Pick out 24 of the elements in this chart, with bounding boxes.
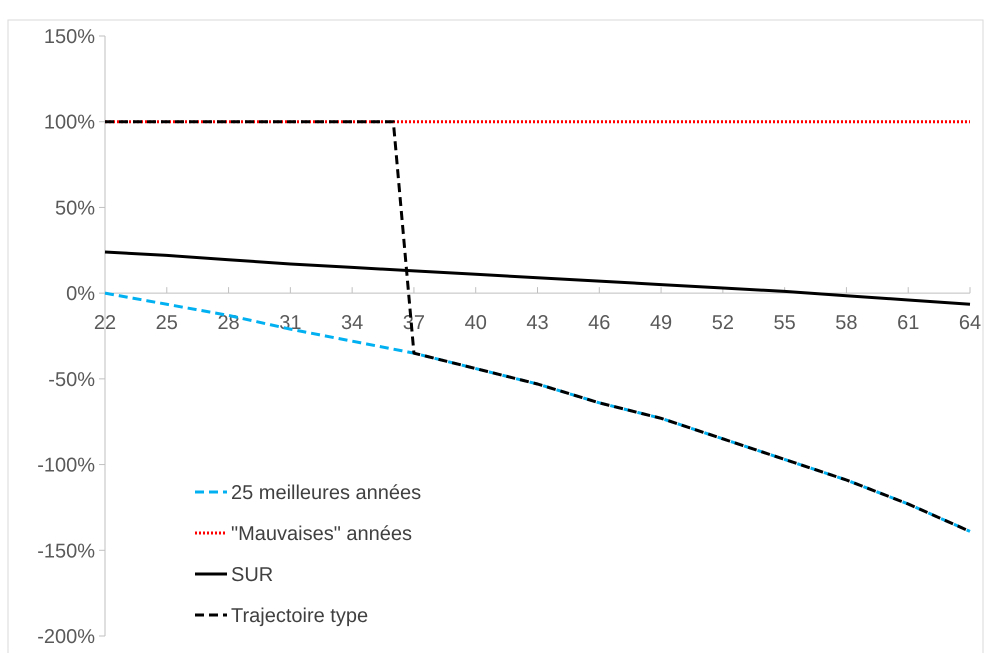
y-tick-label: -100% — [37, 454, 96, 477]
x-tick-label: 49 — [650, 312, 672, 334]
x-tick-label: 43 — [526, 312, 549, 334]
x-tick-label: 40 — [464, 312, 487, 334]
legend-label: SUR — [231, 564, 274, 586]
x-tick-label: 64 — [958, 312, 982, 334]
y-tick-label: -200% — [37, 626, 96, 648]
y-tick-label: -50% — [48, 368, 96, 391]
y-tick-label: -150% — [37, 540, 96, 562]
x-tick-label: 52 — [712, 312, 734, 334]
y-tick-label: 50% — [54, 197, 96, 220]
legend-label: 25 meilleures années — [231, 482, 422, 504]
x-tick-label: 58 — [835, 312, 858, 334]
x-tick-label: 61 — [897, 312, 920, 334]
x-tick-label: 34 — [341, 312, 364, 334]
y-tick-label: 100% — [44, 112, 96, 134]
x-tick-label: 25 — [156, 312, 178, 334]
x-tick-label: 22 — [94, 312, 116, 334]
legend-label: Trajectoire type — [231, 605, 368, 627]
y-tick-label: 0% — [66, 283, 96, 306]
x-tick-label: 46 — [588, 312, 610, 334]
legend-label: "Mauvaises" années — [231, 523, 412, 545]
y-tick-label: 150% — [44, 26, 96, 48]
x-tick-label: 55 — [774, 312, 796, 334]
